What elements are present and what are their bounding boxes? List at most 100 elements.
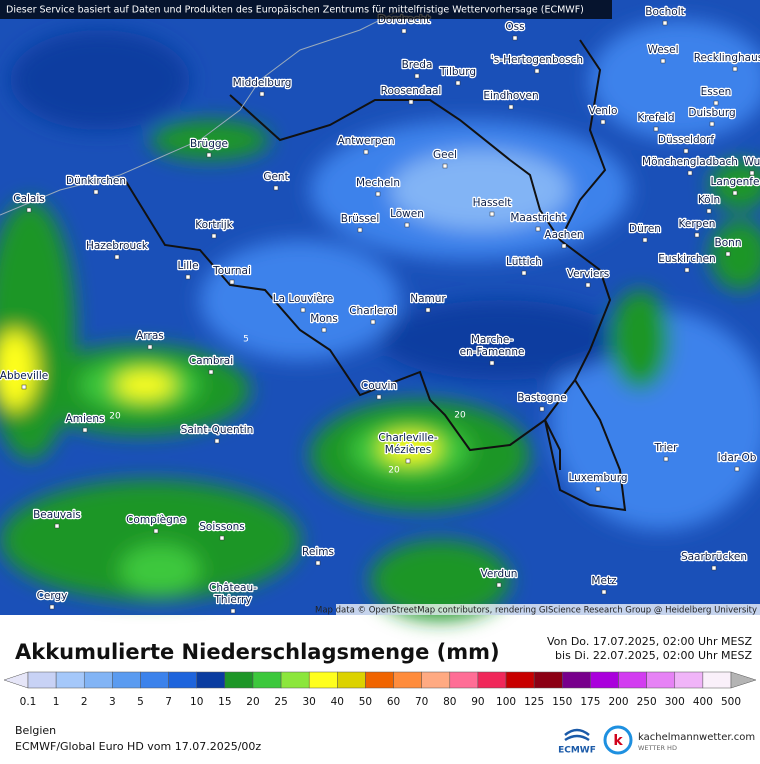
city-label: Bastogne (517, 392, 566, 404)
legend-tick-label: 90 (471, 696, 484, 708)
attribution-box (336, 604, 760, 615)
city-label: Mecheln (356, 177, 400, 189)
city-label: Geel (433, 149, 457, 161)
contour-label: 20 (388, 466, 400, 476)
city-marker (185, 274, 191, 280)
legend-swatch (393, 671, 422, 689)
city-marker (684, 267, 690, 273)
city-marker (508, 104, 514, 110)
contour-label: 20 (109, 412, 121, 422)
city-marker (442, 163, 448, 169)
city-marker (585, 282, 591, 288)
legend-tick-label: 80 (443, 696, 456, 708)
legend-title: Akkumulierte Niederschlagsmenge (mm) (15, 640, 500, 664)
legend: Akkumulierte Niederschlagsmenge (mm) Von… (3, 635, 757, 708)
city-marker (713, 100, 719, 106)
precip-fields (0, 20, 760, 620)
city-marker (709, 121, 715, 127)
city-marker (93, 189, 99, 195)
city-marker (600, 119, 606, 125)
city-marker (211, 233, 217, 239)
legend-swatch (562, 671, 591, 689)
city-label: Langenfe (711, 176, 760, 188)
city-label: Reims (302, 546, 334, 558)
legend-swatch (590, 671, 619, 689)
legend-swatch (168, 671, 197, 689)
city-marker (535, 226, 541, 232)
city-label: Saarbrücken (681, 551, 747, 563)
city-marker (521, 270, 527, 276)
legend-swatch (83, 671, 113, 689)
legend-tick-label: 70 (415, 696, 428, 708)
city-marker (49, 604, 55, 610)
borders (124, 39, 627, 512)
city-marker (660, 58, 666, 64)
city-label: Château- (209, 582, 257, 594)
city-label: Kerpen (679, 218, 716, 230)
km-logo: kachelmannwetter.com (638, 732, 755, 743)
legend-swatch (224, 671, 254, 689)
city-label: Cambrai (189, 355, 233, 367)
city-marker (749, 170, 755, 176)
city-label: Soissons (199, 521, 245, 533)
city-label: Roosendaal (381, 85, 442, 97)
city-label: Hazebrouck (86, 240, 149, 252)
city-label: Kortrijk (195, 219, 233, 231)
coastline (0, 9, 401, 216)
city-label: Maastricht (510, 212, 565, 224)
city-marker (208, 369, 214, 375)
city-marker (512, 35, 518, 41)
city-marker (725, 251, 731, 257)
header-text: Dieser Service basiert auf Daten und Pro… (6, 5, 584, 16)
city-label: en-Famenne (460, 346, 525, 358)
legend-tick-label: 60 (387, 696, 400, 708)
city-marker (601, 589, 607, 595)
city-marker (206, 152, 212, 158)
legend-tick-label: 175 (580, 696, 600, 708)
legend-swatch (280, 671, 310, 689)
city-label: Dünkirchen (66, 175, 126, 187)
city-marker (414, 73, 420, 79)
city-label: Verviers (567, 268, 610, 280)
region: Belgien (15, 724, 56, 737)
city-marker (561, 243, 567, 249)
city-marker (401, 28, 407, 34)
period-start: Von Do. 17.07.2025, 02:00 Uhr MESZ (547, 635, 753, 648)
city-label: 's-Hertogenbosch (491, 54, 583, 66)
legend-tick-label: 30 (303, 696, 316, 708)
legend-swatch (112, 671, 141, 689)
city-marker (321, 327, 327, 333)
city-label: Couvin (361, 380, 397, 392)
city-marker (408, 99, 414, 105)
city-label: Abbeville (0, 370, 48, 382)
city-label: Eindhoven (483, 90, 538, 102)
city-marker (147, 344, 153, 350)
city-marker (653, 126, 659, 132)
city-label: Köln (698, 194, 720, 206)
km-sub: WETTER HD (638, 744, 677, 752)
city-label: Namur (410, 293, 446, 305)
city-label: Tilburg (439, 66, 476, 78)
city-marker (539, 406, 545, 412)
city-marker (489, 360, 495, 366)
ecmwf-icon (564, 728, 590, 742)
city-label: Brüssel (341, 213, 380, 225)
legend-swatch (674, 671, 704, 689)
contour-label: 20 (454, 411, 466, 421)
header-box (0, 0, 612, 19)
city-label: Verdun (481, 568, 518, 580)
city-marker (404, 222, 410, 228)
legend-swatch (702, 671, 732, 689)
city-label: Bocholt (645, 6, 685, 18)
city-marker (219, 535, 225, 541)
city-label: Mönchengladbach (642, 156, 738, 168)
city-marker (114, 254, 120, 260)
legend-swatch (27, 671, 57, 689)
city-label: Arras (136, 330, 164, 342)
city-label: Charleville- (378, 432, 438, 444)
legend-tick-label: 300 (665, 696, 685, 708)
city-label: Duisburg (688, 107, 735, 119)
city-label: Recklinghausen (694, 52, 760, 64)
legend-swatch (533, 671, 563, 689)
city-marker (711, 565, 717, 571)
